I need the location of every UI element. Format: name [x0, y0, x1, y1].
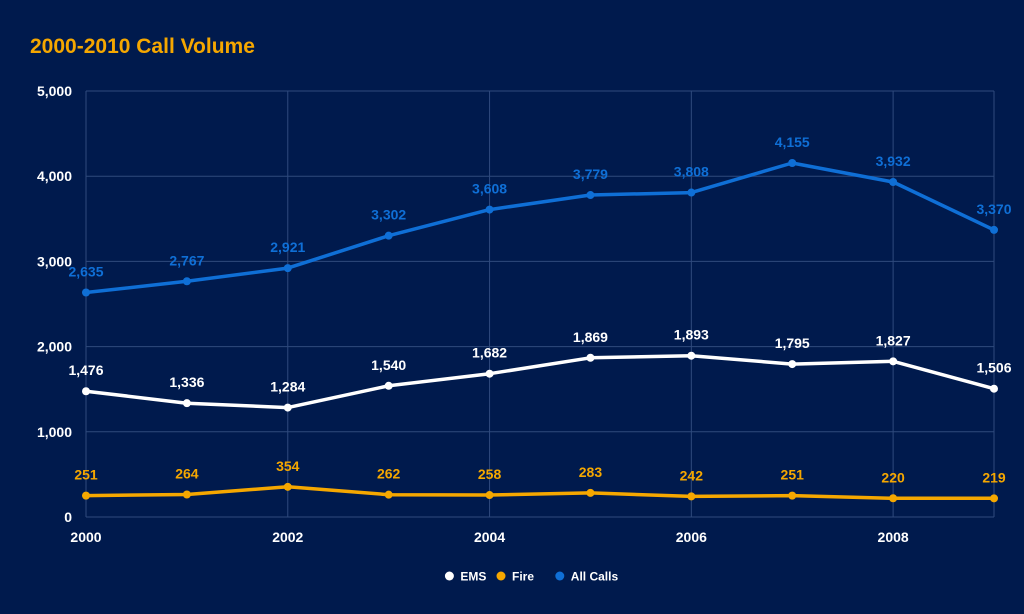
series-line-fire — [84, 485, 996, 501]
data-point-ems — [889, 357, 898, 366]
data-label-ems: 1,476 — [68, 362, 103, 378]
x-tick-label: 2008 — [878, 529, 909, 545]
series-line-all-calls — [84, 161, 996, 295]
data-point-ems — [586, 353, 595, 362]
data-point-ems — [182, 399, 191, 408]
data-point-ems — [283, 403, 292, 412]
data-label-fire: 262 — [377, 466, 401, 482]
data-point-ems — [788, 360, 797, 369]
series-layer — [82, 158, 998, 503]
data-point-all-calls — [687, 188, 696, 197]
data-point-all-calls — [485, 205, 494, 214]
data-label-all-calls: 3,370 — [976, 201, 1011, 217]
series-line-ems — [84, 353, 996, 410]
data-point-all-calls — [182, 277, 191, 286]
series-ems — [82, 351, 998, 412]
data-label-all-calls: 4,155 — [775, 134, 810, 150]
legend-label-ems: EMS — [460, 570, 486, 584]
x-tick-label: 2004 — [474, 529, 505, 545]
series-fire — [82, 482, 998, 503]
x-tick-label: 2006 — [676, 529, 707, 545]
data-label-ems: 1,336 — [169, 374, 204, 390]
data-point-all-calls — [82, 288, 90, 297]
data-label-fire: 251 — [74, 467, 98, 483]
data-point-fire — [82, 491, 90, 500]
data-label-fire: 283 — [579, 464, 603, 480]
data-point-fire — [384, 490, 393, 499]
data-label-all-calls: 3,302 — [371, 207, 406, 223]
chart-title: 2000-2010 Call Volume — [30, 35, 255, 58]
data-label-all-calls: 2,921 — [270, 239, 305, 255]
data-point-fire — [182, 490, 191, 499]
data-label-all-calls: 3,932 — [876, 153, 911, 169]
data-label-all-calls: 3,779 — [573, 166, 608, 182]
series-all-calls — [82, 158, 998, 297]
data-label-fire: 354 — [276, 458, 300, 474]
data-label-fire: 220 — [881, 469, 905, 485]
data-label-fire: 264 — [175, 466, 199, 482]
data-label-all-calls: 2,767 — [169, 252, 204, 268]
data-label-fire: 258 — [478, 466, 502, 482]
data-label-all-calls: 3,808 — [674, 164, 709, 180]
data-point-ems — [687, 351, 696, 360]
data-label-all-calls: 2,635 — [68, 263, 103, 279]
data-label-ems: 1,506 — [976, 360, 1011, 376]
y-tick-label: 1,000 — [37, 424, 72, 440]
y-tick-label: 4,000 — [37, 168, 72, 184]
grid-lines — [85, 90, 995, 518]
data-label-ems: 1,284 — [270, 379, 305, 395]
y-tick-label: 5,000 — [37, 83, 72, 99]
legend-item-all-calls: All Calls — [555, 570, 618, 584]
data-point-all-calls — [384, 231, 393, 240]
data-point-all-calls — [788, 158, 797, 167]
x-tick-label: 2000 — [70, 529, 101, 545]
x-tick-label: 2002 — [272, 529, 303, 545]
legend-marker-ems — [444, 571, 454, 581]
data-point-ems — [82, 387, 90, 396]
data-point-fire — [586, 488, 595, 497]
y-tick-label: 0 — [64, 509, 72, 525]
axis-tick-labels: 0 1,000 2,000 3,000 4,000 5,000 2000 2002 2004 20… — [37, 83, 909, 545]
legend-label-fire: Fire — [512, 570, 534, 584]
data-point-ems — [384, 381, 393, 390]
data-point-all-calls — [283, 264, 292, 273]
data-label-fire: 242 — [680, 467, 704, 483]
data-label-ems: 1,827 — [876, 332, 911, 348]
data-point-fire — [283, 482, 292, 491]
data-point-fire — [889, 494, 898, 503]
data-label-fire: 219 — [982, 469, 1006, 485]
data-label-all-calls: 3,608 — [472, 181, 507, 197]
y-tick-label: 3,000 — [37, 253, 72, 269]
legend-item-fire: Fire — [496, 570, 534, 584]
legend-marker-all-calls — [555, 571, 565, 581]
data-label-fire: 251 — [781, 467, 805, 483]
data-point-fire — [485, 491, 494, 500]
data-point-fire — [687, 492, 696, 501]
data-label-ems: 1,540 — [371, 357, 406, 373]
data-label-ems: 1,869 — [573, 329, 608, 345]
data-label-ems: 1,893 — [674, 327, 709, 343]
data-point-ems — [990, 384, 998, 393]
y-tick-label: 2,000 — [37, 339, 72, 355]
legend-item-ems: EMS — [444, 570, 486, 584]
data-point-fire — [788, 491, 797, 500]
data-point-ems — [485, 369, 494, 378]
data-labels: 1,476 1,336 1,284 1,540 1,682 1,869 1,893 1,795… — [68, 134, 1011, 485]
legend-label-all-calls: All Calls — [571, 570, 619, 584]
legend: EMS Fire All Calls — [444, 570, 618, 584]
data-point-fire — [990, 494, 998, 503]
data-label-ems: 1,682 — [472, 345, 507, 361]
data-point-all-calls — [889, 177, 898, 186]
data-label-ems: 1,795 — [775, 335, 810, 351]
data-point-all-calls — [990, 225, 998, 234]
legend-marker-fire — [496, 571, 506, 581]
data-point-all-calls — [586, 191, 595, 200]
